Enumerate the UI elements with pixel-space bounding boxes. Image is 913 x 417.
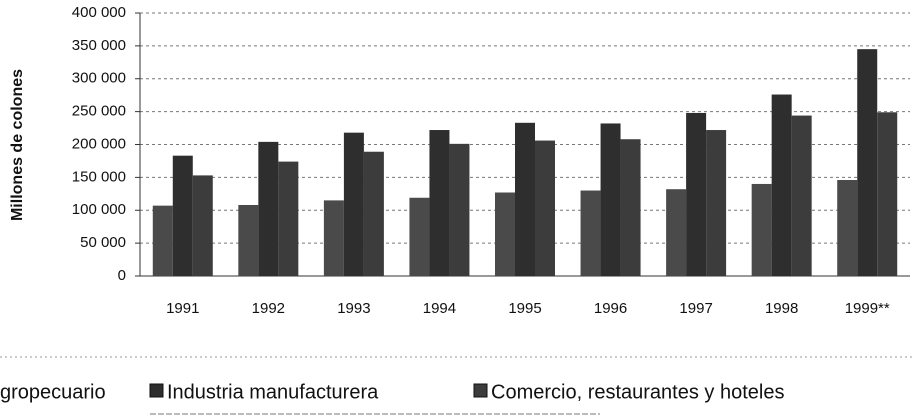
bar <box>409 197 430 276</box>
x-tick-label: 1991 <box>166 300 199 317</box>
bar <box>192 175 213 276</box>
legend-label: gropecuario <box>0 381 106 403</box>
y-tick-label: 150 000 <box>72 168 126 185</box>
bar <box>686 112 707 276</box>
y-axis-title: Millones de colones <box>9 69 26 221</box>
x-tick-label: 1992 <box>252 300 285 317</box>
legend-swatch <box>473 383 488 398</box>
x-tick-label: 1994 <box>423 300 456 317</box>
bar <box>837 180 858 276</box>
y-tick-label: 300 000 <box>72 70 126 87</box>
x-tick-label: 1993 <box>337 300 370 317</box>
bar <box>343 132 364 276</box>
bar <box>600 123 621 277</box>
legend-label: Comercio, restaurantes y hoteles <box>491 381 784 403</box>
bar <box>751 183 772 276</box>
bar <box>857 49 878 276</box>
x-tick-label: 1996 <box>594 300 627 317</box>
y-tick-label: 200 000 <box>72 135 126 152</box>
bar <box>258 141 279 276</box>
bar <box>323 200 344 276</box>
y-tick-label: 50 000 <box>80 234 126 251</box>
y-tick-label: 250 000 <box>72 103 126 120</box>
x-tick-label: 1998 <box>765 300 798 317</box>
bar <box>706 130 727 276</box>
x-tick-label: 1995 <box>508 300 541 317</box>
bar <box>771 94 792 276</box>
bar <box>515 122 535 277</box>
bar <box>620 139 641 276</box>
bar <box>429 130 450 276</box>
bar <box>238 204 259 276</box>
bar <box>278 161 299 276</box>
bar <box>877 112 898 276</box>
legend-swatch <box>149 383 164 398</box>
bar <box>495 192 515 276</box>
bar <box>172 155 193 276</box>
y-tick-label: 350 000 <box>72 37 126 54</box>
bar <box>666 189 687 276</box>
bar <box>535 140 555 276</box>
bar <box>449 143 470 276</box>
x-tick-label: 1999** <box>845 300 890 317</box>
legend-label: Industria manufacturera <box>167 381 379 403</box>
bar <box>152 205 173 276</box>
y-tick-label: 0 <box>118 267 126 284</box>
x-tick-label: 1997 <box>679 300 712 317</box>
bar <box>363 151 384 276</box>
bar <box>791 115 812 276</box>
bar <box>580 190 601 276</box>
y-tick-label: 400 000 <box>72 4 126 21</box>
y-tick-label: 100 000 <box>72 201 126 218</box>
